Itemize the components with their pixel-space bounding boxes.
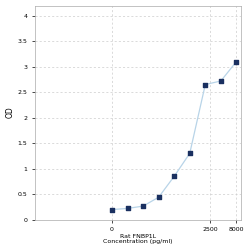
Y-axis label: OD: OD — [6, 107, 15, 118]
Point — [188, 151, 192, 155]
Point — [172, 174, 176, 178]
Point — [219, 79, 223, 83]
X-axis label: Rat FNBP1L
Concentration (pg/ml): Rat FNBP1L Concentration (pg/ml) — [103, 234, 173, 244]
Point — [234, 60, 238, 64]
Point — [157, 195, 161, 199]
Point — [141, 204, 145, 208]
Point — [203, 82, 207, 86]
Point — [110, 208, 114, 212]
Point — [126, 206, 130, 210]
